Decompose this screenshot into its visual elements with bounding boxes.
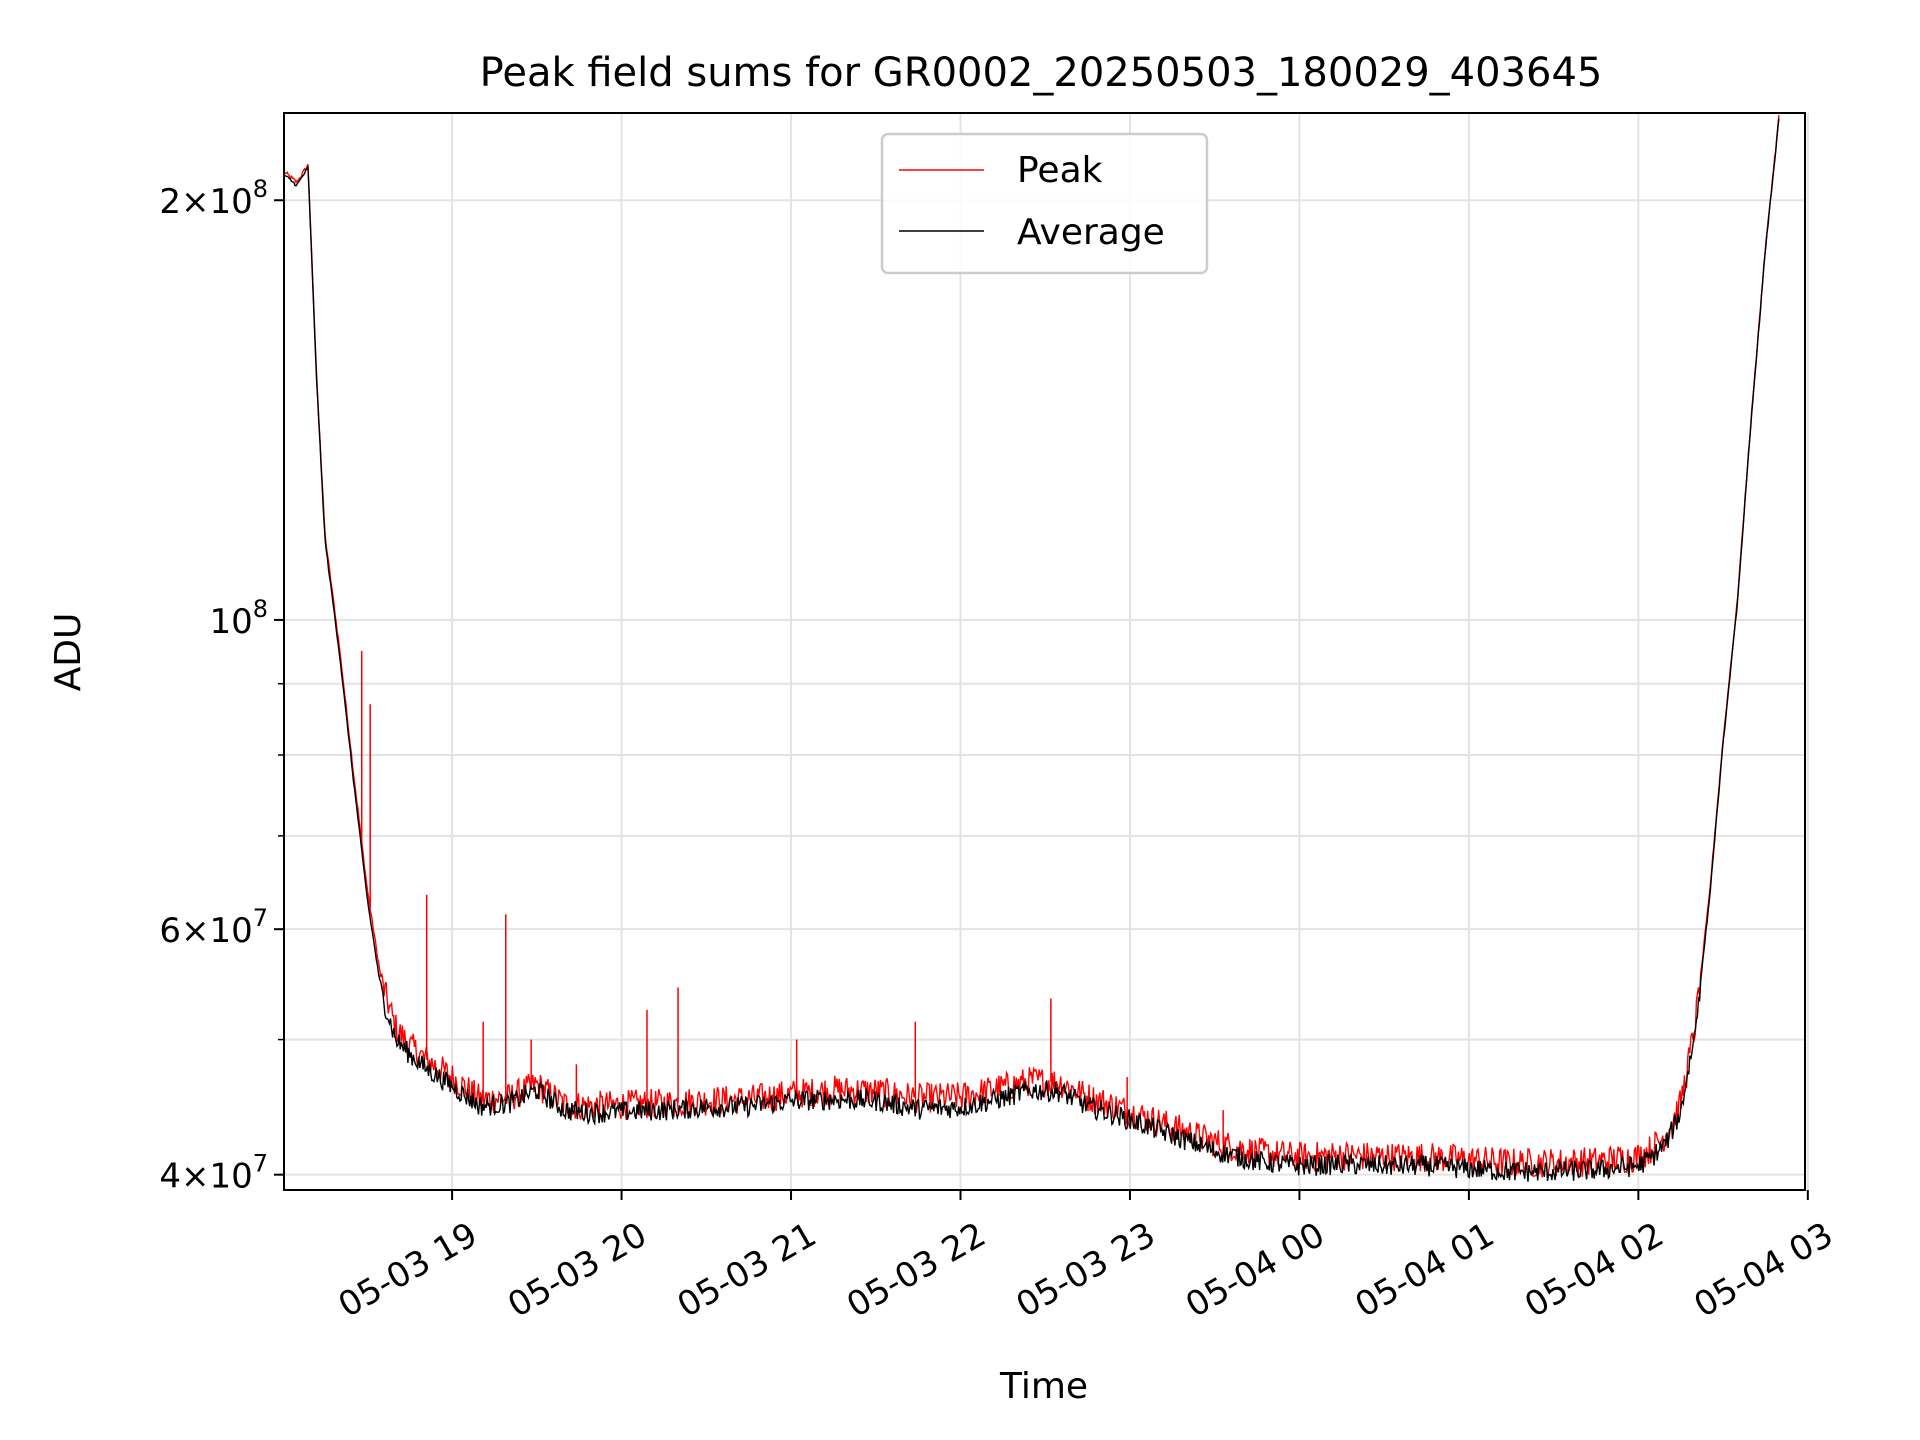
series-layer xyxy=(284,115,1780,1182)
y-tick-label: 6×107 xyxy=(159,904,268,951)
plot-frame xyxy=(283,112,1806,1191)
series-line-peak xyxy=(284,115,1780,1178)
y-axis-label: ADU xyxy=(48,613,89,692)
series-line-average xyxy=(284,118,1780,1182)
legend: Peak Average xyxy=(880,132,1209,275)
y-tick-label: 108 xyxy=(209,595,268,642)
y-tick-label: 4×107 xyxy=(159,1150,268,1197)
y-axis: 4×107 6×107 108 2×108 xyxy=(159,175,284,1197)
legend-box xyxy=(880,132,1209,275)
y-tick-label: 2×108 xyxy=(159,175,268,222)
chart-title: Peak field sums for GR0002_20250503_1800… xyxy=(480,50,1603,96)
x-axis-label: Time xyxy=(999,1366,1088,1407)
grid xyxy=(284,113,1809,1190)
legend-label-peak: Peak xyxy=(1017,150,1103,191)
legend-label-average: Average xyxy=(1017,212,1165,253)
